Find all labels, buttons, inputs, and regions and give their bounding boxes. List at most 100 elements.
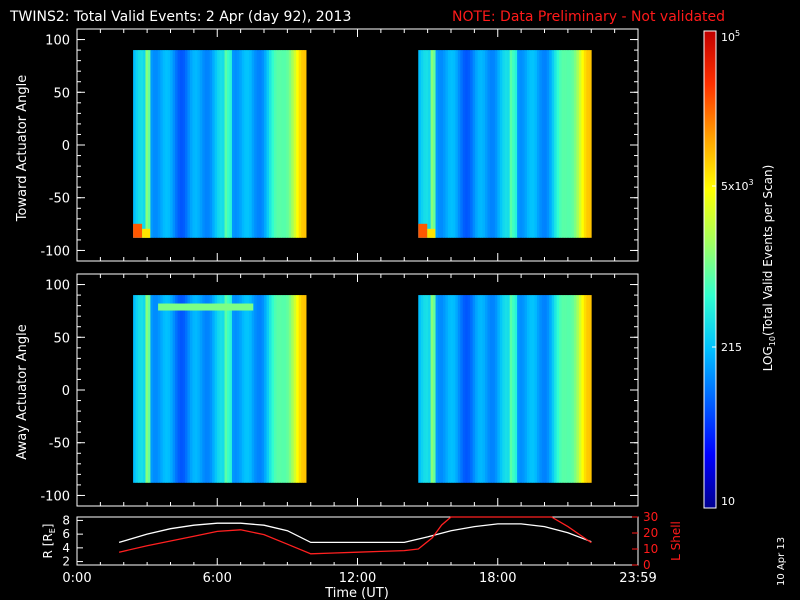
heatmap-column [180,50,183,238]
lshell-tick-label: 0 [643,558,651,572]
heatmap-column [539,295,543,483]
heatmap-column [192,295,196,483]
heatmap-column [524,295,528,483]
heatmap-column [251,295,255,483]
heatmap-column [475,295,478,483]
y-tick-label: 100 [45,34,70,49]
heatmap-column [462,50,466,238]
heatmap-hot-cell [427,228,436,238]
toward-axis-ticks [76,29,639,261]
heatmap-column [244,295,248,483]
heatmap-column [172,295,176,483]
x-tick-label: 6:00 [203,571,232,586]
heatmap-column [150,50,154,238]
heatmap-column [504,50,508,238]
heatmap-column [288,295,292,483]
heatmap-column [581,50,585,238]
heatmap-column [531,295,535,483]
heatmap-column [152,295,156,483]
heatmap-column [541,50,545,238]
heatmap-column [219,295,223,483]
heatmap-column [561,295,565,483]
colorbar-mid-exp: 3 [749,178,754,187]
heatmap-column [189,295,193,483]
heatmap-column [497,295,501,483]
heatmap-column [480,50,483,238]
y-tick-label: 0 [62,384,70,399]
heatmap-column [165,50,169,238]
heatmap-column [571,50,575,238]
heatmap-column [425,50,429,238]
heatmap-column [438,50,441,238]
date-stamp: 10 Apr 13 [776,537,787,586]
heatmap-column [566,50,570,238]
colorbar-mid-label: 5x103 [721,178,754,193]
heatmap-column [138,50,141,238]
colorbar-top-base: 10 [721,31,735,44]
heatmap-column [145,50,149,238]
heatmap-column [569,50,572,238]
y-tick-label: -100 [40,489,70,504]
heatmap-column [167,295,171,483]
heatmap-column [423,50,427,238]
y-tick-label: 50 [53,86,70,101]
heatmap-column [578,50,582,238]
heatmap-column [452,50,456,238]
heatmap-column [484,50,488,238]
heatmap-column [494,50,498,238]
r-tick-label: 4 [62,541,70,555]
heatmap-column [430,50,434,238]
heatmap-column [133,50,136,238]
heatmap-column [544,50,548,238]
heatmap-column [239,295,243,483]
heatmap-column [256,295,260,483]
heatmap-column [182,50,186,238]
heatmap-column [524,50,528,238]
heatmap-column [303,295,307,483]
heatmap-column [175,50,178,238]
heatmap-column [157,50,161,238]
x-tick-label: 12:00 [339,571,376,586]
heatmap-column [150,295,154,483]
heatmap-column [147,295,151,483]
r-tick-label: 2 [62,555,70,569]
heatmap-column [133,295,136,483]
heatmap-column [420,295,424,483]
heatmap-column [487,295,491,483]
heatmap-column [519,295,523,483]
heatmap-column [204,295,208,483]
heatmap-column [544,295,548,483]
heatmap-column [227,50,230,238]
heatmap-column [261,295,265,483]
colorbar-top-label: 105 [721,29,740,44]
heatmap-column [197,50,201,238]
heatmap-column [527,50,530,238]
heatmap-column [514,295,518,483]
heatmap-column [576,50,580,238]
colorbar-label-suffix: (Total Valid Events per Scan) [761,165,775,336]
heatmap-column [583,50,587,238]
heatmap-column [212,50,216,238]
heatmap-column [561,50,565,238]
heatmap-column [536,295,540,483]
heatmap-column [529,50,533,238]
heatmap-column [256,50,260,238]
heatmap-column [489,50,493,238]
heatmap-column [470,50,474,238]
heatmap-column [534,50,538,238]
heatmap-column [291,295,295,483]
heatmap-column [273,50,277,238]
lshell-tick-label: 10 [643,542,658,556]
heatmap-column [152,50,156,238]
colorbar-bottom-label: 10 [721,495,735,508]
heatmap-column [291,50,295,238]
heatmap-column [234,295,238,483]
heatmap-column [502,50,506,238]
heatmap-column [487,50,491,238]
heatmap-column [450,295,454,483]
heatmap-column [214,50,218,238]
heatmap-column [435,50,439,238]
chart-title: TWINS2: Total Valid Events: 2 Apr (day 9… [9,9,351,25]
away-axis-ticks [76,274,639,506]
